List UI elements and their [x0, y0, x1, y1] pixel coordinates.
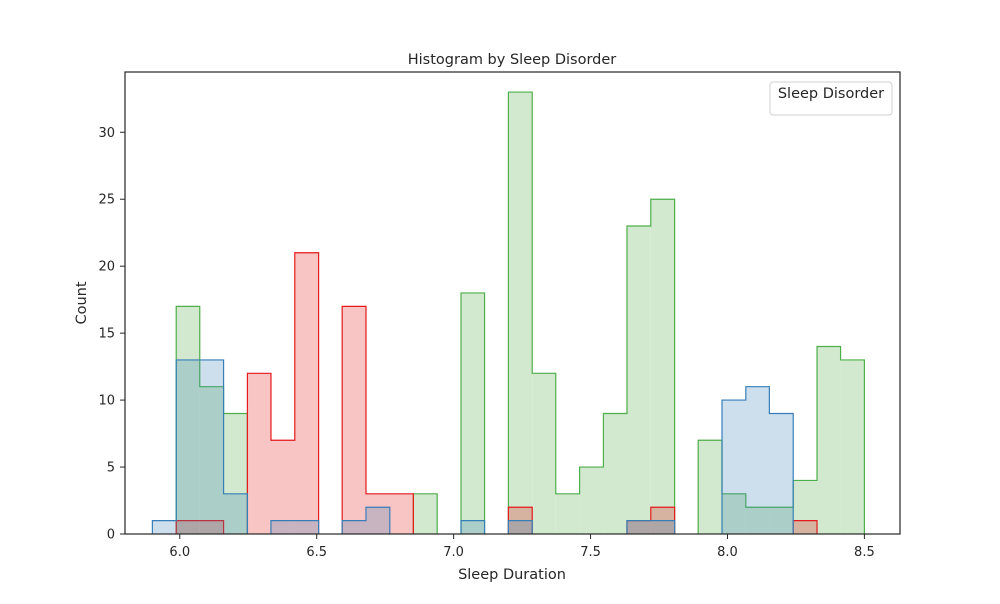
histogram-bar — [270, 440, 295, 534]
histogram-bar — [223, 413, 248, 534]
histogram-bar — [176, 306, 200, 534]
histogram-bar — [650, 199, 675, 534]
histogram-step-outline — [626, 520, 676, 534]
y-tick-label: 15 — [98, 327, 115, 342]
histogram-bar — [247, 373, 271, 534]
x-tick-label: 6.0 — [169, 545, 190, 560]
histogram-bar — [698, 440, 722, 534]
histogram-bar — [532, 373, 556, 534]
chart-title: Histogram by Sleep Disorder — [408, 52, 617, 68]
bars-layer — [151, 91, 865, 535]
histogram-step-outline — [175, 305, 249, 534]
histogram-bar — [199, 359, 224, 534]
histogram-bar — [176, 520, 200, 534]
histogram-bar — [413, 493, 438, 534]
series-1 — [175, 252, 818, 535]
histogram-bar — [342, 520, 366, 534]
y-tick-label: 5 — [107, 461, 115, 476]
axes-layer: 6.0 6.5 7.0 7.5 8.0 8.5 0 5 10 15 20 25 30 — [98, 71, 901, 560]
histogram-bar — [508, 520, 533, 534]
legend-title: Sleep Disorder — [778, 86, 884, 102]
plot-frame — [124, 71, 901, 535]
histogram-bar — [650, 520, 675, 534]
histogram-step-outline — [507, 520, 533, 534]
histogram-bar — [294, 252, 319, 535]
y-tick-label: 25 — [98, 193, 115, 208]
histogram-bar — [555, 493, 580, 534]
histogram-bar — [389, 493, 414, 534]
legend-box — [769, 81, 893, 116]
histogram-bar — [745, 386, 770, 534]
histogram-step-outline — [341, 305, 414, 534]
x-tick-label: 7.0 — [443, 545, 464, 560]
histogram-bar — [508, 92, 533, 534]
y-tick-label: 20 — [98, 260, 115, 275]
x-tick-label: 8.0 — [717, 545, 738, 560]
histogram-bar — [840, 359, 865, 534]
histogram-step-outline — [246, 252, 320, 534]
x-tick-label: 7.5 — [580, 545, 601, 560]
histogram-bar — [461, 292, 485, 534]
histogram-step-outline — [721, 386, 794, 534]
histogram-bar — [199, 520, 224, 534]
histogram-step-outline — [507, 91, 676, 534]
histogram-bar — [294, 520, 319, 534]
y-tick-label: 10 — [98, 394, 115, 409]
histogram-bar — [626, 520, 651, 534]
x-tick-label: 6.5 — [306, 545, 327, 560]
histogram-bar — [793, 520, 818, 534]
series-0 — [175, 91, 865, 534]
x-axis-label: Sleep Duration — [458, 567, 566, 583]
histogram-bar — [365, 507, 390, 534]
histogram-bar — [817, 346, 841, 534]
histogram-bar — [626, 226, 651, 534]
histogram-bar — [461, 520, 485, 534]
histogram-bar — [579, 467, 604, 534]
histogram-step-outline — [341, 506, 391, 534]
histogram-step-outline — [175, 520, 225, 534]
histogram-bar — [769, 507, 794, 534]
histogram-step-outline — [270, 520, 320, 534]
histogram-bar — [603, 413, 627, 534]
y-tick-label: 0 — [107, 528, 115, 543]
histogram-step-outline — [151, 359, 249, 534]
histogram-step-outline — [460, 292, 486, 534]
histogram-bar — [270, 520, 295, 534]
y-tick-label: 30 — [98, 126, 115, 141]
legend: Sleep Disorder — [769, 81, 893, 116]
histogram-bar — [721, 400, 746, 534]
histogram-bar — [223, 493, 248, 534]
histogram-bar — [176, 359, 200, 534]
histogram-bar — [152, 520, 177, 534]
y-axis-label: Count — [74, 281, 90, 324]
histogram-bar — [745, 507, 770, 534]
histogram-bar — [342, 306, 366, 534]
histogram-step-outline — [460, 520, 486, 534]
histogram-bar — [199, 386, 224, 534]
histogram-bar — [365, 493, 390, 534]
x-tick-label: 8.5 — [854, 545, 875, 560]
series-2 — [151, 359, 794, 534]
histogram-bar — [721, 493, 746, 534]
histogram-bar — [626, 520, 651, 534]
histogram-bar — [769, 413, 794, 534]
